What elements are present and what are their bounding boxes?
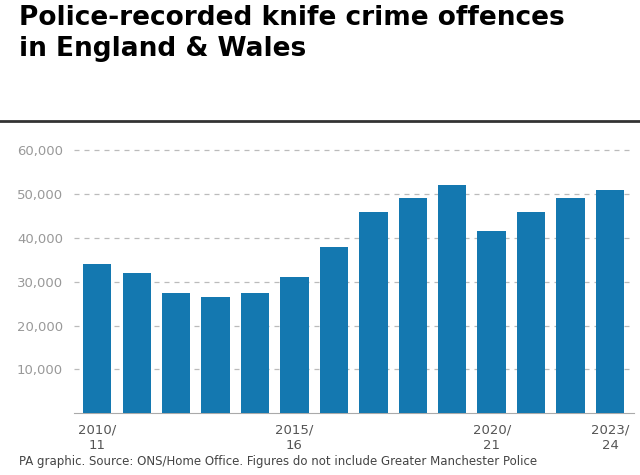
Bar [596, 190, 624, 413]
Bar [241, 293, 269, 413]
Bar [280, 277, 308, 413]
Bar [359, 211, 387, 413]
Bar [438, 185, 467, 413]
Bar [517, 211, 545, 413]
Bar [162, 293, 190, 413]
Text: PA graphic. Source: ONS/Home Office. Figures do not include Greater Manchester P: PA graphic. Source: ONS/Home Office. Fig… [19, 455, 538, 468]
Bar [83, 264, 111, 413]
Bar [122, 273, 151, 413]
Bar [477, 231, 506, 413]
Bar [202, 297, 230, 413]
Bar [320, 247, 348, 413]
Bar [399, 199, 427, 413]
Bar [556, 199, 585, 413]
Text: Police-recorded knife crime offences
in England & Wales: Police-recorded knife crime offences in … [19, 5, 565, 62]
